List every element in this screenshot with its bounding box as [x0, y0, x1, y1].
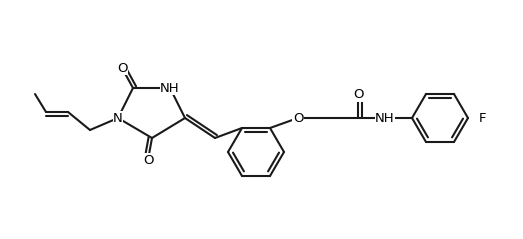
Text: O: O — [143, 153, 153, 167]
Text: NH: NH — [160, 81, 180, 94]
Text: F: F — [478, 112, 486, 125]
Text: NH: NH — [375, 112, 395, 125]
Text: O: O — [117, 61, 127, 75]
Text: O: O — [293, 112, 303, 125]
Text: O: O — [353, 88, 363, 102]
Text: N: N — [113, 112, 123, 125]
